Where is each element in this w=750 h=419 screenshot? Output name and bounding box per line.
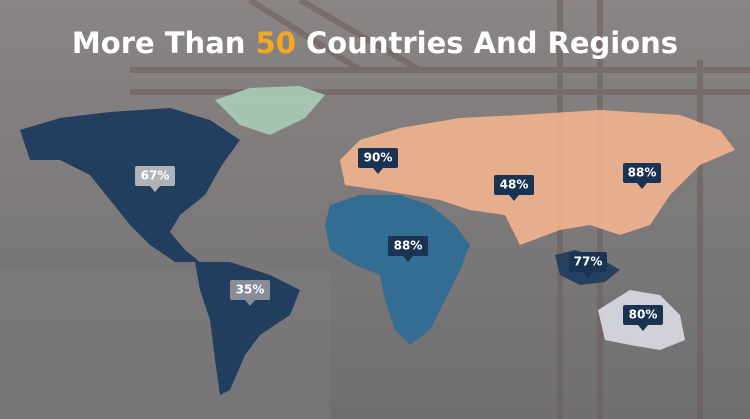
title-text: More Than [72,26,256,60]
north-america [20,108,240,262]
callout-label: 88% [628,166,657,180]
africa [325,195,470,345]
callout-label: 35% [236,283,265,297]
callout: 80% [623,305,663,331]
callout-label: 88% [394,239,423,253]
callout: 67% [135,166,175,192]
callout-label: 67% [141,169,170,183]
callout: 90% [358,148,398,174]
callout-label: 90% [364,151,393,165]
callout: 35% [230,280,270,306]
title-text: Countries And Regions [296,26,678,60]
south-america [195,262,300,395]
title: More Than 50 Countries And Regions [72,26,678,60]
eurasia [340,110,735,245]
callout-label: 77% [574,255,603,269]
title-highlight: 50 [256,26,296,60]
world-map [20,86,735,395]
callout: 48% [494,175,534,201]
callout: 88% [388,236,428,262]
callout-label: 80% [629,308,658,322]
greenland [215,86,325,135]
callout: 77% [569,252,607,278]
callout: 88% [623,163,661,189]
callout-label: 48% [500,178,529,192]
